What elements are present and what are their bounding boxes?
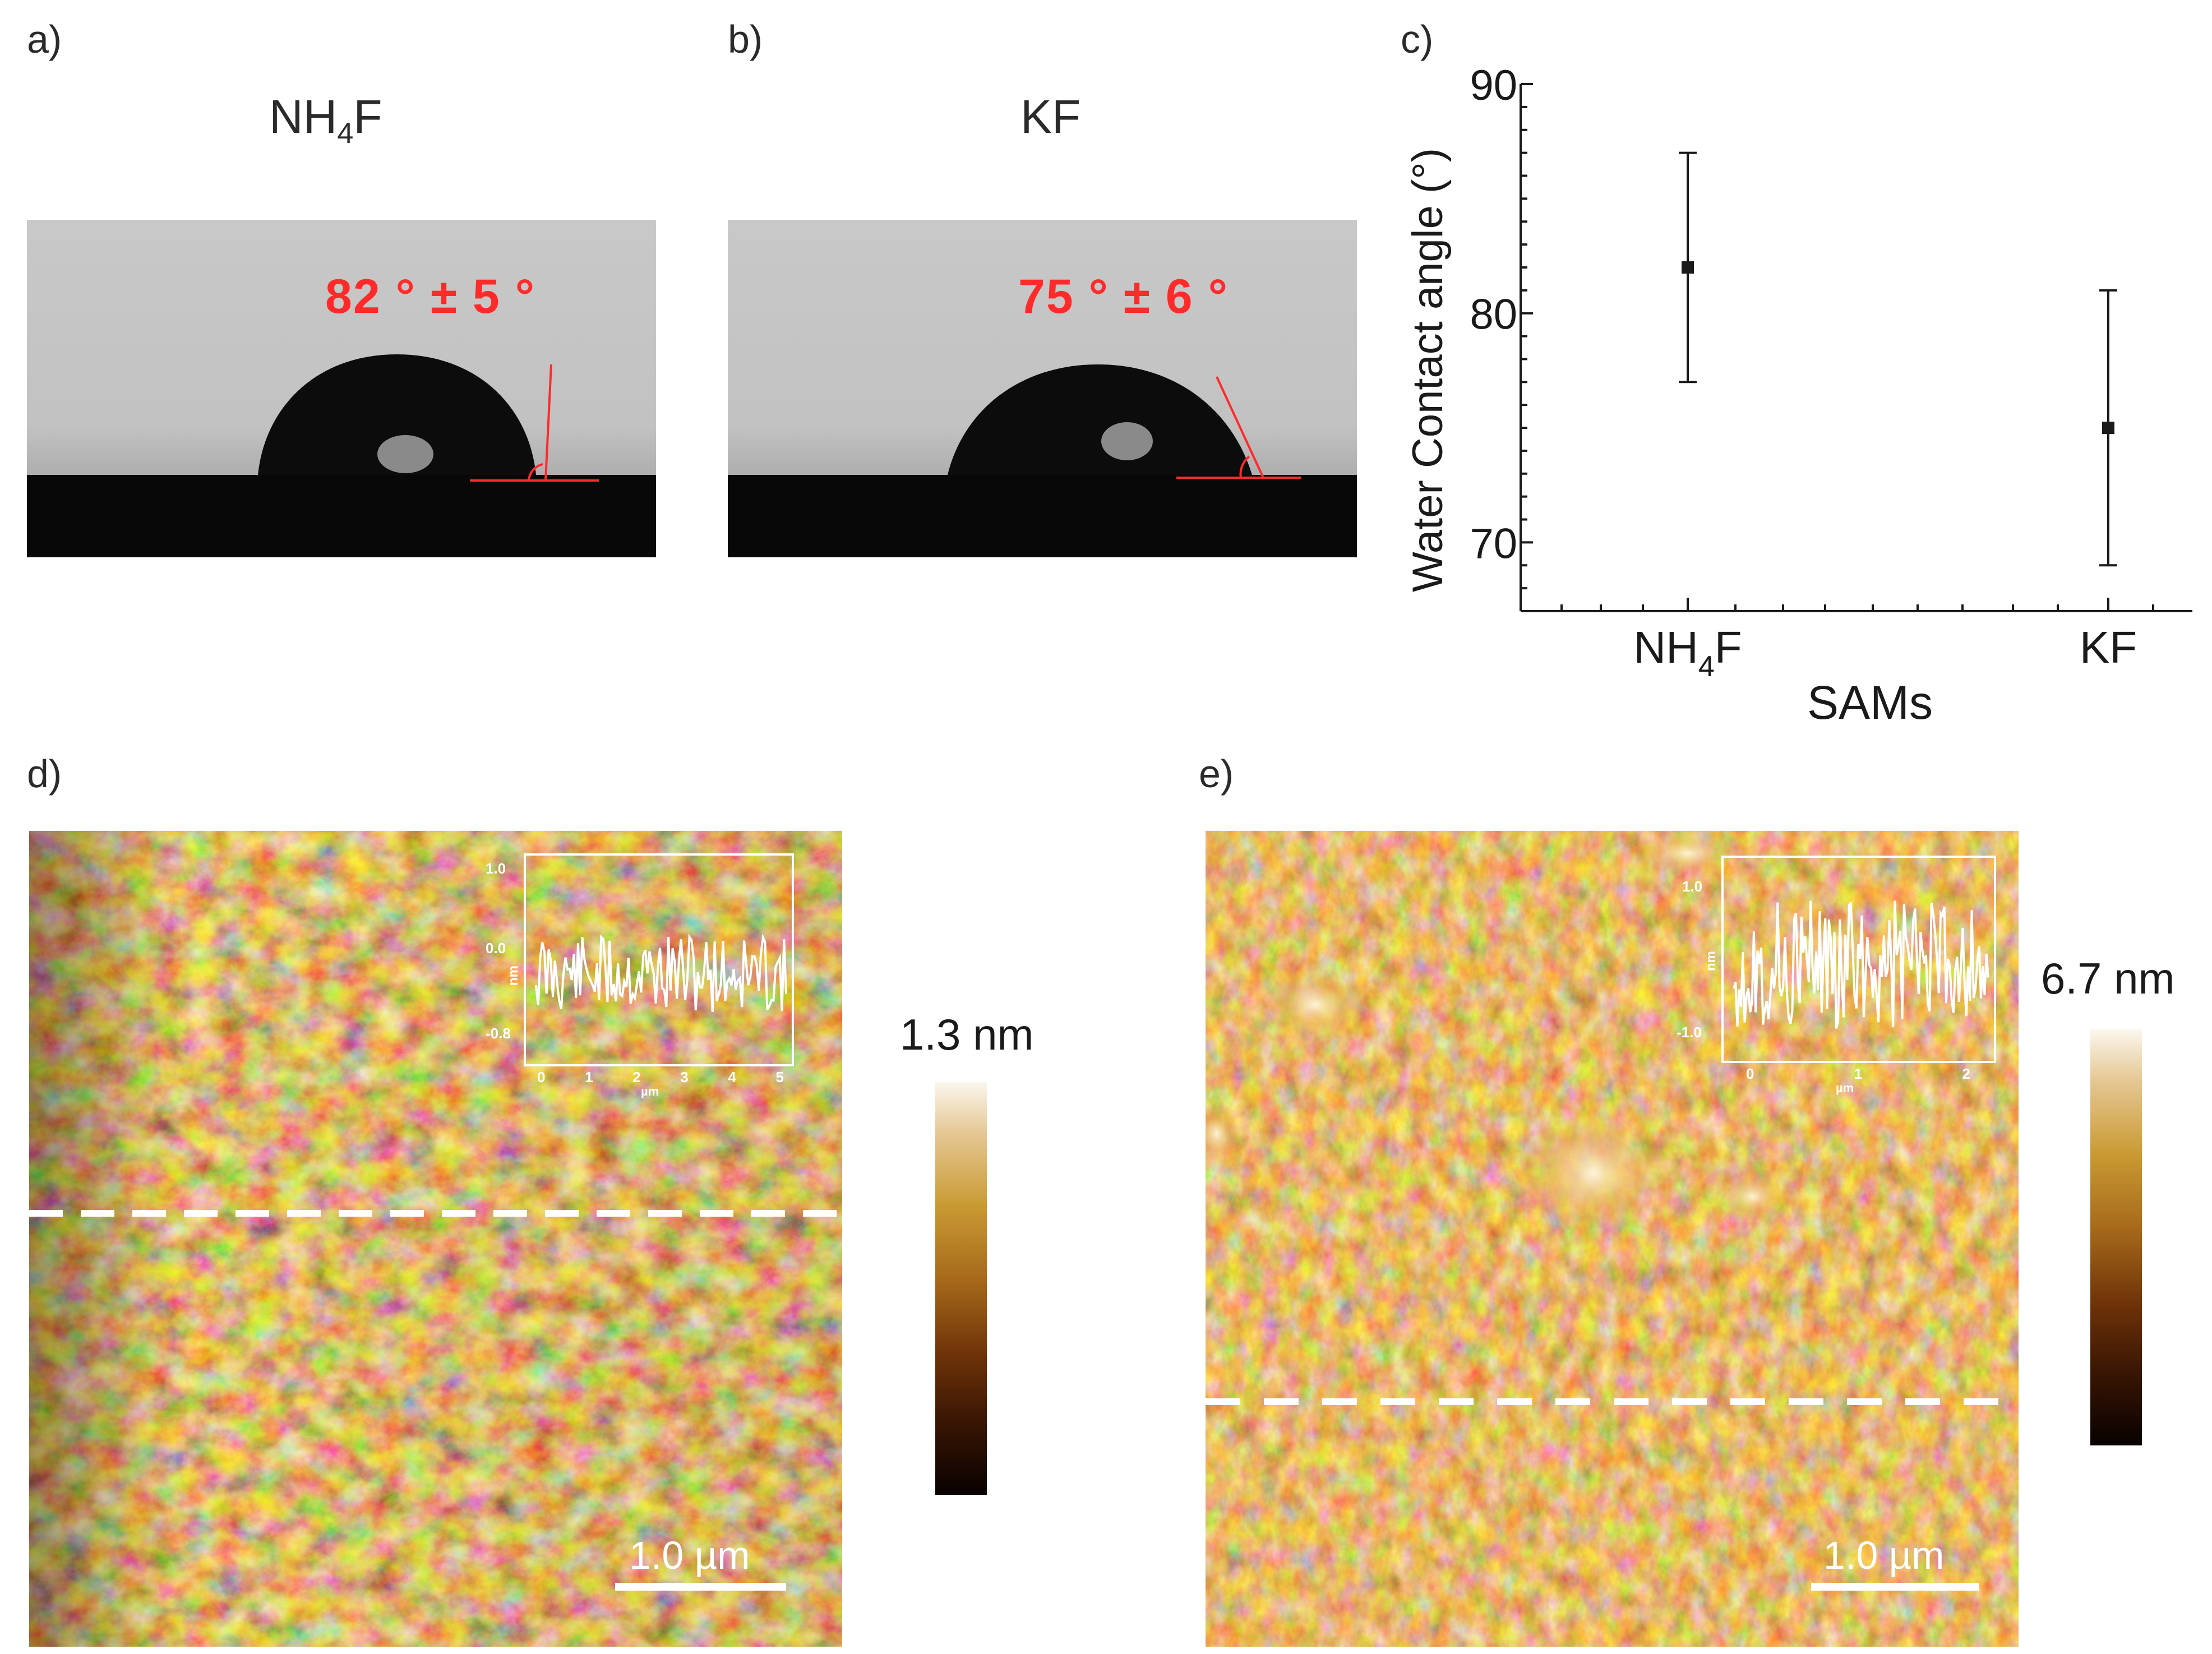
chart-x-axis-label: SAMs [1807,676,1933,729]
data-point [1682,261,1694,274]
profile-plot [1733,900,1989,1029]
bright-feature [1719,1172,1786,1221]
scale-bar-label: 1.0 µm [629,1533,750,1577]
panel-b-label: b) [728,17,763,61]
contact-angle-chart: 70 80 90 NH4F KF Water Contact angle (°) SAM… [1404,67,2192,729]
tangent-line [544,364,552,481]
scale-bar-label: 1.0 µm [1823,1533,1945,1577]
water-droplet [948,364,1252,475]
inset-xlabel: µm [1836,1081,1854,1095]
height-profile-inset: 1.0 -1.0 nm 0 1 2 µm [1677,856,1996,1095]
height-profile-inset: 1.0 0.0 -0.8 nm 0 1 2 3 4 5 µm [486,853,794,1098]
profile-trace [1733,900,1989,1029]
afm-image-kf: 1.0 µm 1.0 -1.0 nm 0 1 2 µm [1206,831,2019,1647]
bright-feature [1637,831,1738,876]
chart-y-tick-label: 90 [1470,67,1517,109]
droplet-image-kf [728,220,1357,557]
panel-a-label: a) [27,17,62,61]
droplet-image-nh4f [27,220,656,557]
inset-xtick: 1 [1854,1065,1863,1082]
panel-e-label: e) [1199,752,1234,796]
tangent-line [1216,376,1264,478]
panel-a-title-main: NH [269,90,338,143]
panel-a-title-subscript: 4 [337,117,354,150]
inset-ytick: 1.0 [486,860,506,877]
inset-xtick: 4 [728,1069,736,1085]
contact-angle-photo-nh4f: 82 ° ± 5 ° [27,220,656,557]
profile-trace [535,933,787,1012]
profile-plot [535,933,787,1012]
inset-ylabel: nm [1703,951,1719,971]
inset-xtick: 5 [775,1069,784,1085]
panel-a-title-end: F [353,90,382,143]
angle-arc [1239,455,1250,478]
data-point [2102,422,2114,435]
bright-feature [1520,1111,1665,1235]
panel-c-label: c) [1401,17,1434,61]
contact-angle-value-kf: 75 ° ± 6 ° [1018,270,1229,324]
colorbar-label-nh4f: 1.3 nm [900,1010,1034,1059]
inset-xtick: 0 [1746,1065,1754,1082]
afm-image-nh4f: 1.0 µm 1.0 0.0 -0.8 nm 0 1 2 3 4 5 µm [29,831,842,1647]
droplet-reflection [1101,422,1153,460]
droplet-reflection [377,435,433,473]
chart-y-axis-label: Water Contact angle (°) [1404,148,1452,592]
chart-x-tick-label: KF [2080,622,2137,672]
panel-a-title: NH4F [269,90,382,150]
inset-ylabel: nm [506,965,521,986]
colorbar-label-kf: 6.7 nm [2041,954,2175,1003]
inset-xtick: 2 [1962,1065,1970,1082]
colorbar-nh4f [935,1082,987,1495]
inset-xticks: 0 1 2 3 4 5 [537,1069,784,1086]
panel-d-label: d) [27,752,62,796]
inset-xtick: 3 [680,1069,689,1085]
water-droplet [258,354,536,475]
inset-xlabel: µm [641,1084,659,1098]
inset-xticks: 0 1 2 [1746,1065,1970,1083]
bright-feature [1264,971,1365,1038]
inset-ytick: 0.0 [486,940,506,957]
angle-arc [528,463,543,481]
inset-ytick: 1.0 [1682,878,1703,895]
inset-xtick: 0 [537,1069,546,1085]
panel-b-title: KF [1020,90,1081,143]
contact-angle-photo-kf: 75 ° ± 6 ° [728,220,1357,557]
colorbar-kf [2090,1029,2142,1445]
contact-angle-value-nh4f: 82 ° ± 5 ° [325,270,536,324]
chart-y-tick-label: 80 [1470,291,1517,339]
bright-feature [1206,1106,1239,1162]
inset-ytick: -0.8 [486,1025,511,1042]
inset-xtick: 1 [585,1069,593,1085]
inset-xtick: 2 [632,1069,641,1085]
chart-y-tick-label: 70 [1470,520,1517,567]
inset-ytick: -1.0 [1677,1024,1702,1041]
chart-x-tick-label: NH4F [1633,622,1742,683]
